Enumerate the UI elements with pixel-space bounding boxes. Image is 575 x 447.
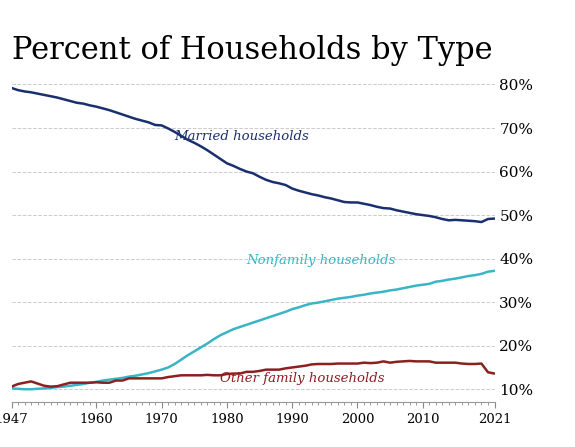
Text: Nonfamily households: Nonfamily households — [247, 254, 396, 267]
Text: Other family households: Other family households — [220, 372, 385, 385]
Text: Married households: Married households — [175, 130, 309, 143]
Text: Percent of Households by Type: Percent of Households by Type — [12, 35, 492, 66]
